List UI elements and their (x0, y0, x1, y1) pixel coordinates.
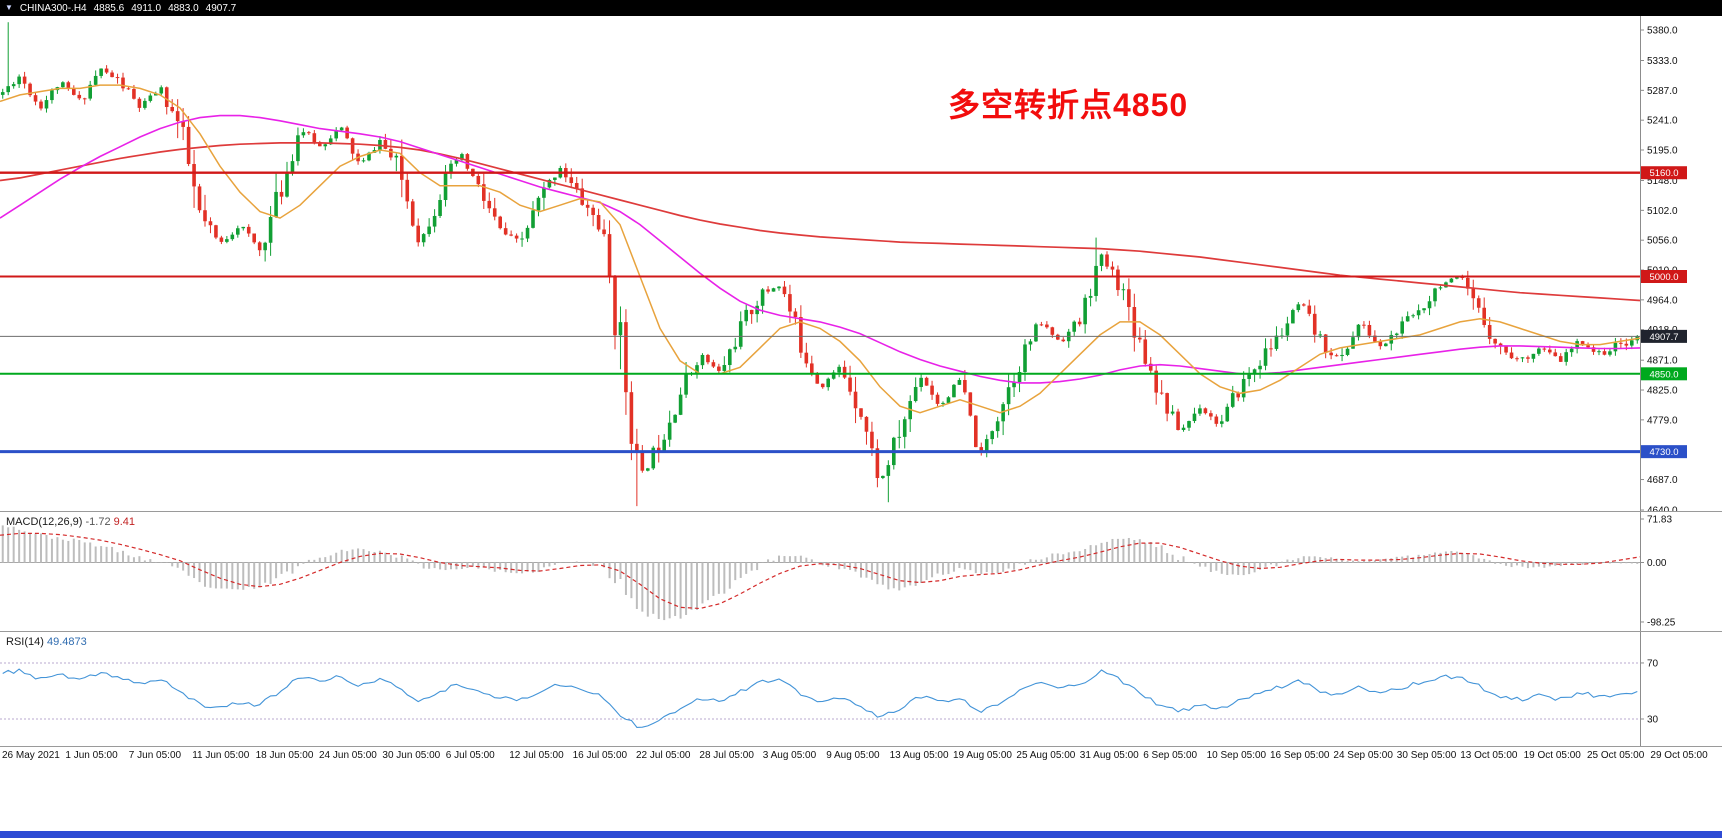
time-label: 19 Oct 05:00 (1523, 750, 1581, 761)
bid-price-badge (1641, 329, 1687, 343)
svg-text:4907.7: 4907.7 (1649, 332, 1678, 343)
window-bottom-strip (0, 831, 1722, 838)
macd-signal-line (0, 532, 1640, 610)
time-label: 25 Oct 05:00 (1587, 750, 1645, 761)
rsi-level-label: 70 (1647, 658, 1659, 669)
price-tick-label: 4871.0 (1647, 356, 1678, 367)
price-tick-label: 4964.0 (1647, 295, 1678, 306)
time-label: 25 Aug 05:00 (1016, 750, 1076, 761)
time-label: 24 Jun 05:00 (319, 750, 377, 761)
price-tick-label: 5148.0 (1647, 176, 1678, 187)
annotation-text: 多空转折点4850 (948, 87, 1189, 123)
time-label: 1 Jun 05:00 (65, 750, 118, 761)
time-label: 6 Jul 05:00 (445, 750, 495, 761)
chart-title-bar: ▼ CHINA300-.H4 4885.6 4911.0 4883.0 4907… (0, 0, 1722, 16)
rsi-line (2, 668, 1638, 728)
macd-svg[interactable]: 71.83 0.00 -98.25 (0, 512, 1722, 631)
rsi-indicator-label: RSI(14) 49.4873 (6, 636, 87, 648)
time-label: 6 Sep 05:00 (1143, 750, 1198, 761)
time-label: 18 Jun 05:00 (255, 750, 314, 761)
level-badge (1641, 166, 1687, 180)
price-tick-label: 4640.0 (1647, 506, 1678, 511)
price-tick-label: 5102.0 (1647, 206, 1678, 217)
bar-close-value: 4907.7 (205, 2, 237, 14)
level-badge (1641, 367, 1687, 381)
time-label: 7 Jun 05:00 (128, 750, 182, 761)
time-label: 26 May 2021 (2, 750, 60, 761)
price-chart-svg[interactable]: 5380.0 5333.0 5287.0 5241.0 5195.0 5148.0 5102… (0, 16, 1722, 511)
symbol-dropdown-icon: ▼ (5, 3, 13, 12)
price-tick-label: 5333.0 (1647, 56, 1678, 67)
time-label: 29 Oct 05:00 (1650, 750, 1708, 761)
price-tick-label: 5287.0 (1647, 86, 1678, 97)
rsi-name: RSI(14) (6, 636, 44, 648)
time-label: 16 Sep 05:00 (1270, 750, 1330, 761)
symbol-timeframe-title: CHINA300-.H4 (19, 2, 87, 14)
macd-panel[interactable]: 71.83 0.00 -98.25 MACD(12,26,9) -1.72 9.41 (0, 511, 1722, 631)
macd-name: MACD(12,26,9) (6, 516, 83, 528)
time-label: 10 Sep 05:00 (1206, 750, 1267, 761)
rsi-svg[interactable]: 70 30 (0, 632, 1722, 746)
level-badge (1641, 445, 1687, 459)
price-tick-label: 5056.0 (1647, 236, 1678, 247)
time-label: 9 Aug 05:00 (826, 750, 880, 761)
ma-slow-line (0, 142, 1640, 302)
price-tick-label: 5380.0 (1647, 26, 1678, 37)
ma-mid-line (0, 114, 1640, 384)
level-badge (1641, 270, 1687, 284)
time-label: 13 Aug 05:00 (889, 750, 949, 761)
time-label: 22 Jul 05:00 (636, 750, 691, 761)
svg-text:4850.0: 4850.0 (1649, 369, 1678, 380)
price-tick-label: 4825.0 (1647, 386, 1678, 397)
macd-histogram[interactable] (1, 525, 1639, 621)
time-label: 13 Oct 05:00 (1460, 750, 1518, 761)
bar-high-value: 4911.0 (131, 2, 162, 14)
macd-tick-label: 71.83 (1647, 515, 1672, 526)
main-chart-panel[interactable]: 5380.0 5333.0 5287.0 5241.0 5195.0 5148.0 5102… (0, 16, 1722, 511)
time-label: 31 Aug 05:00 (1079, 750, 1139, 761)
time-label: 24 Sep 05:00 (1333, 750, 1393, 761)
macd-tick-label: -98.25 (1647, 617, 1676, 628)
svg-text:5000.0: 5000.0 (1649, 272, 1678, 283)
time-label: 16 Jul 05:00 (572, 750, 628, 761)
bar-low-value: 4883.0 (168, 2, 199, 14)
time-axis[interactable]: 26 May 2021 1 Jun 05:00 7 Jun 05:00 11 Jun … (0, 746, 1722, 768)
time-label: 28 Jul 05:00 (699, 750, 754, 761)
price-tick-label: 4687.0 (1647, 475, 1678, 486)
rsi-panel[interactable]: 70 30 RSI(14) 49.4873 (0, 631, 1722, 746)
rsi-value: 49.4873 (46, 636, 87, 648)
macd-tick-label: 0.00 (1647, 558, 1667, 569)
rsi-level-label: 30 (1647, 714, 1659, 725)
price-tick-label: 4779.0 (1647, 415, 1678, 426)
time-label: 30 Sep 05:00 (1396, 750, 1457, 761)
time-label: 11 Jun 05:00 (192, 750, 250, 761)
time-label: 12 Jul 05:00 (509, 750, 564, 761)
price-tick-label: 5241.0 (1647, 116, 1678, 127)
bar-open-value: 4885.6 (93, 2, 125, 14)
macd-main-value: -1.72 (85, 516, 111, 528)
svg-text:5160.0: 5160.0 (1649, 168, 1678, 179)
macd-signal-value: 9.41 (113, 516, 136, 528)
candlesticks[interactable] (0, 22, 1640, 507)
price-tick-label: 5195.0 (1647, 146, 1678, 157)
ma-fast-line (0, 84, 1640, 414)
time-label: 19 Aug 05:00 (953, 750, 1012, 761)
time-label: 30 Jun 05:00 (382, 750, 441, 761)
time-label: 3 Aug 05:00 (762, 750, 817, 761)
svg-text:4730.0: 4730.0 (1649, 447, 1678, 458)
macd-indicator-label: MACD(12,26,9) -1.72 9.41 (6, 516, 135, 528)
